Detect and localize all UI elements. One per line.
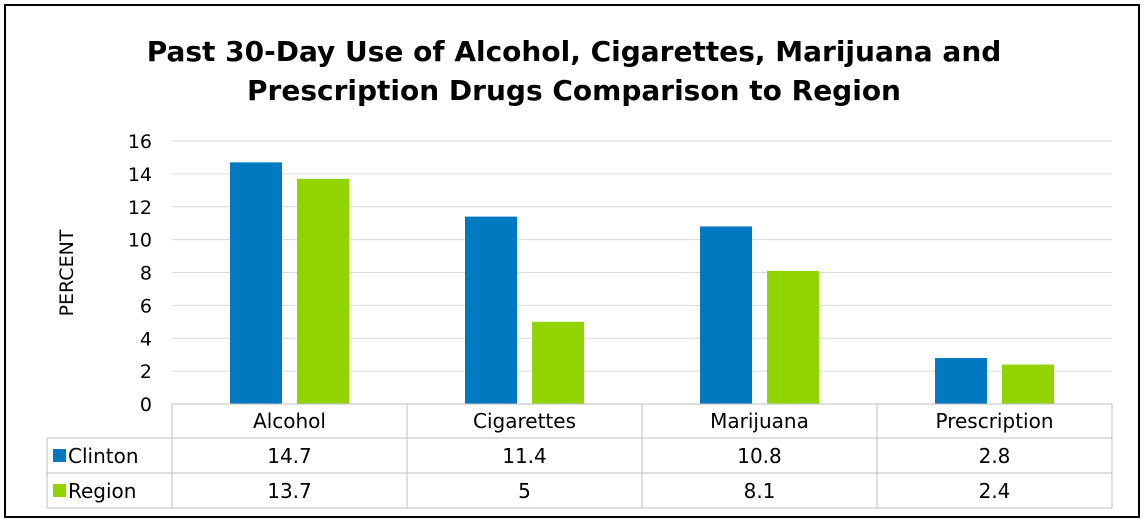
legend-swatch-clinton [53,449,66,462]
y-axis-ticks: 0 2 4 6 8 10 12 14 16 [128,131,152,416]
category-label: Marijuana [710,409,809,433]
y-tick-label: 12 [128,197,152,219]
category-label: Cigarettes [473,409,576,433]
bar-clinton-alcohol [230,162,282,404]
y-tick-label: 2 [140,361,152,383]
y-tick-label: 16 [128,131,152,153]
category-label: Prescription [936,409,1054,433]
bar-region-cigarettes [532,321,584,404]
data-cell: 5 [518,479,531,503]
chart-frame [4,4,1140,518]
y-tick-label: 6 [140,295,152,317]
chart-title: Past 30-Day Use of Alcohol, Cigarettes, … [0,32,1148,110]
data-cell: 10.8 [737,444,782,468]
data-cell: 11.4 [502,444,547,468]
bars [230,162,1054,404]
chart-title-line-2: Prescription Drugs Comparison to Region [247,74,901,107]
legend-label-region: Region [68,479,136,503]
y-axis-label: PERCENT [56,229,78,316]
chart-title-line-1: Past 30-Day Use of Alcohol, Cigarettes, … [146,35,1002,68]
category-label: Alcohol [253,409,326,433]
data-cell: 2.8 [979,444,1011,468]
bar-clinton-prescription [935,357,987,404]
bar-clinton-cigarettes [465,216,517,404]
legend-label-clinton: Clinton [68,444,139,468]
data-table: Alcohol Cigarettes Marijuana Prescription Cl… [46,403,1113,509]
bar-clinton-marijuana [700,226,752,404]
bar-region-alcohol [297,178,349,404]
y-tick-label: 8 [140,263,152,285]
y-tick-label: 10 [128,230,152,252]
y-tick-label: 0 [140,394,152,416]
data-cell: 8.1 [744,479,776,503]
data-cell: 14.7 [267,444,312,468]
y-tick-label: 14 [128,164,152,186]
y-tick-label: 4 [140,328,152,350]
bar-region-marijuana [767,270,819,404]
data-cell: 2.4 [979,479,1011,503]
legend-swatch-region [53,484,66,497]
bar-region-prescription [1002,364,1054,404]
data-cell: 13.7 [267,479,312,503]
